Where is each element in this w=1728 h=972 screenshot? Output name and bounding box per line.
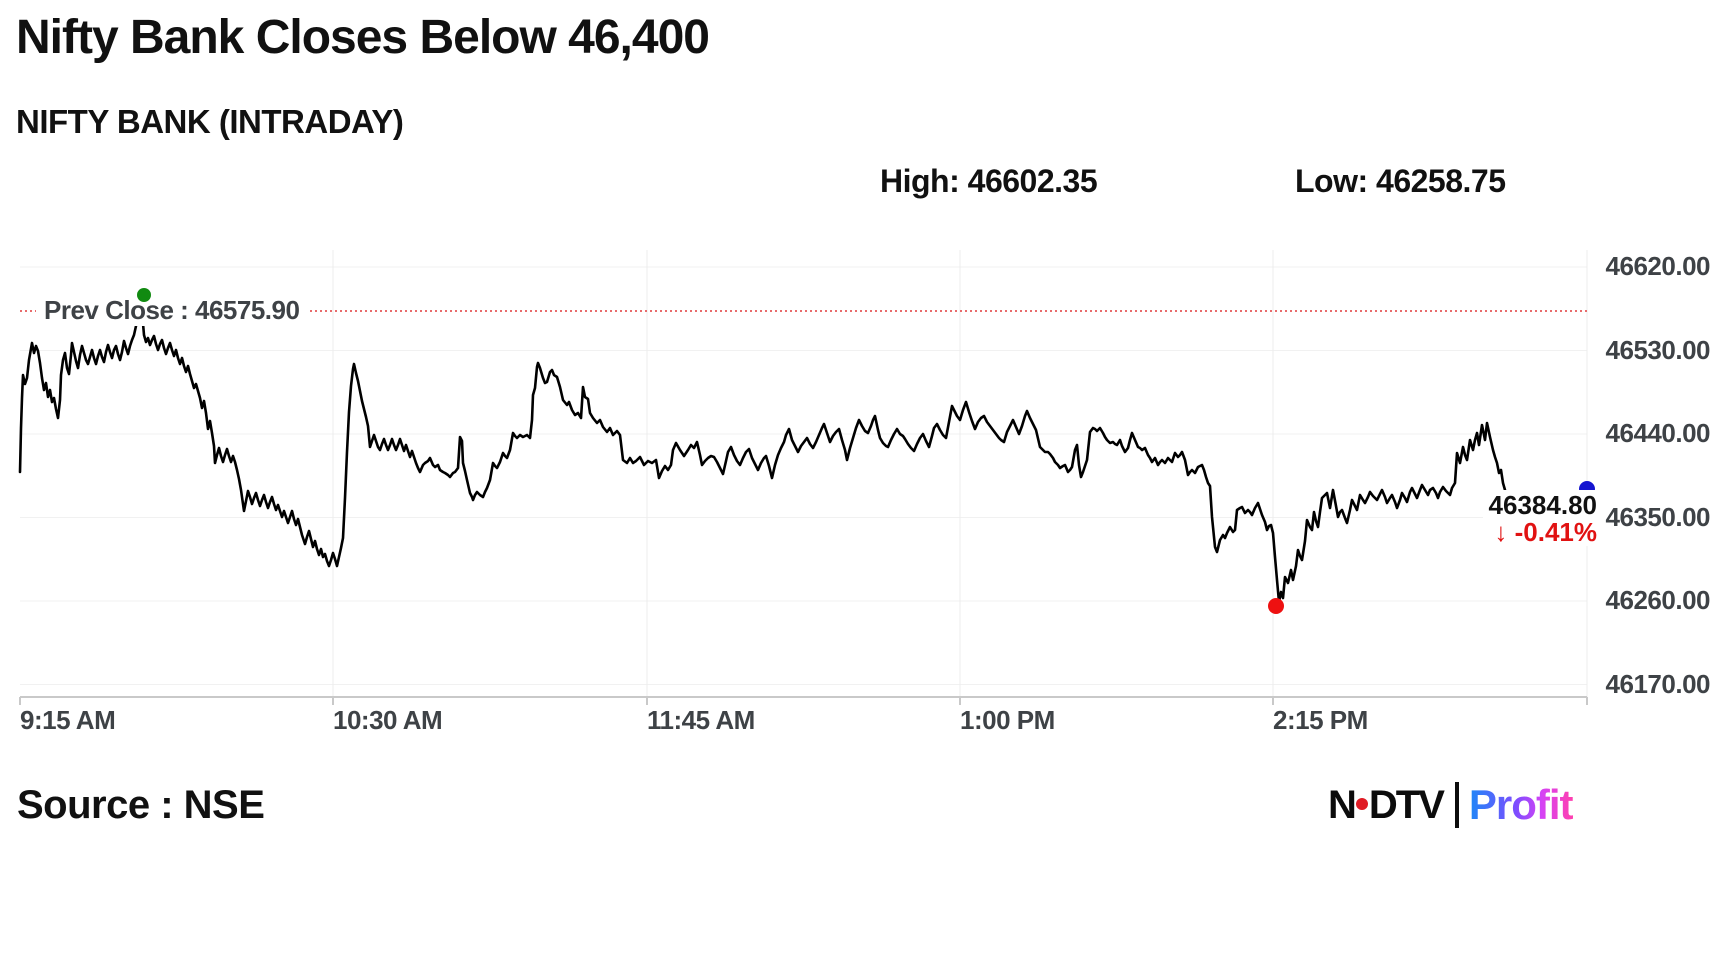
ndtv-profit-logo: N DTV Profit [1328,780,1574,830]
last-change-text: ↓ -0.41% [1494,517,1597,547]
last-value-callout: 46384.80 ↓ -0.41% [1482,490,1597,547]
price-line [18,298,1507,604]
page-title: Nifty Bank Closes Below 46,400 [16,11,710,64]
high-value-label: High: 46602.35 [880,163,1098,199]
x-axis-label: 1:00 PM [960,705,1055,735]
prev-close-label: Prev Close : 46575.90 [36,295,308,326]
ndtv-red-dot-icon [1355,798,1368,810]
ndtv-wordmark: N DTV [1328,782,1445,827]
profit-wordmark: Profit [1468,781,1574,828]
y-axis-label: 46170.00 [1605,668,1711,699]
low-marker-dot [1268,598,1284,614]
y-axis-label: 46260.00 [1605,585,1711,615]
y-axis-label: 46350.00 [1605,501,1711,532]
x-axis-label: 11:45 AM [647,705,755,735]
source-attribution: Source : NSE [17,783,265,827]
y-axis-label: 46620.00 [1605,251,1711,281]
low-value-label: Low: 46258.75 [1295,163,1506,199]
high-marker-dot [137,288,151,302]
chart-subtitle: NIFTY BANK (INTRADAY) [16,103,404,140]
logo-divider [1454,782,1459,828]
y-axis-label: 46440.00 [1605,418,1711,448]
x-axis-label: 2:15 PM [1273,705,1368,735]
x-axis-label: 10:30 AM [333,705,443,735]
y-axis-label: 46530.00 [1605,334,1711,365]
last-price-text: 46384.80 [1488,490,1597,520]
x-axis-label: 9:15 AM [20,705,116,735]
